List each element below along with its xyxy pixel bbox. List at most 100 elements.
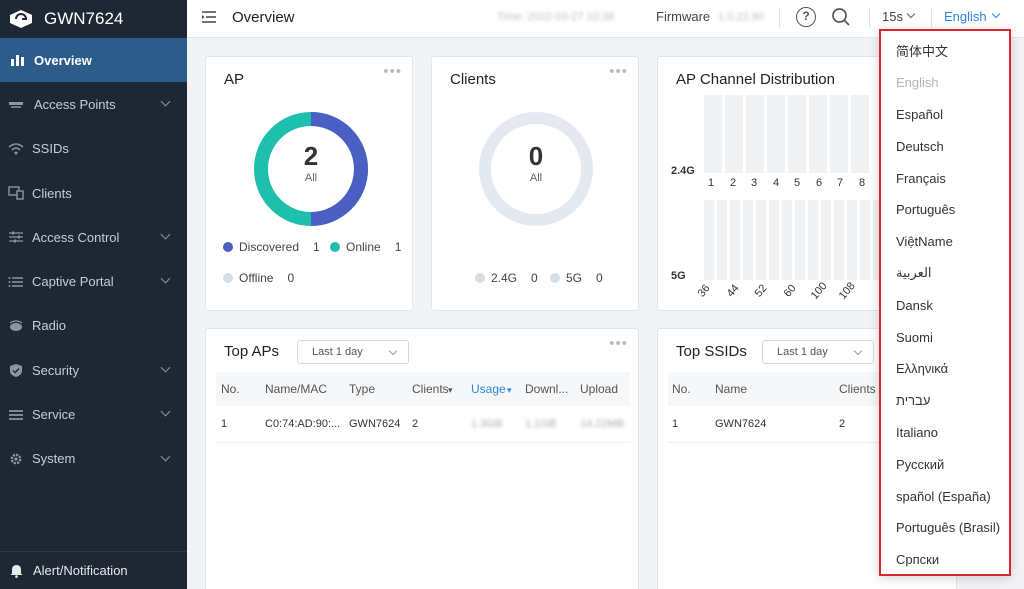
sidebar-item-label: Clients: [32, 185, 72, 201]
cell-name[interactable]: C0:74:AD:90:...: [265, 418, 341, 430]
legend-offline[interactable]: Offline 0: [223, 271, 294, 285]
language-option-es[interactable]: Español: [896, 106, 943, 122]
radio-icon: [8, 319, 24, 333]
sidebar-item-access-points[interactable]: Access Points: [0, 82, 187, 126]
language-select[interactable]: English: [944, 9, 987, 24]
language-option-pt[interactable]: Português: [896, 202, 956, 218]
chevron-down-icon: [160, 96, 171, 107]
sidebar-item-label: System: [32, 451, 76, 467]
chevron-down-icon: [388, 346, 398, 356]
sidebar-item-clients[interactable]: Clients: [0, 171, 187, 215]
top-aps-range-select[interactable]: Last 1 day: [297, 340, 409, 364]
column-header[interactable]: Upload: [580, 382, 619, 396]
language-option-vi[interactable]: ViệtName: [896, 234, 953, 250]
firmware-version: 1.0.22.90: [718, 11, 764, 23]
channel-bar: [767, 95, 785, 173]
sidebar-item-label: Access Control: [32, 229, 120, 245]
legend-label: Online: [346, 240, 381, 254]
channel-bar: [756, 200, 766, 280]
language-option-es-es[interactable]: spañol (España): [896, 488, 991, 504]
channel-bar: [821, 200, 831, 280]
chevron-down-icon: [160, 274, 171, 284]
column-header[interactable]: Name/MAC: [265, 382, 328, 396]
language-option-el[interactable]: Ελληνικά: [896, 361, 949, 377]
wifi-icon: [8, 142, 24, 156]
language-option-ru[interactable]: Русский: [896, 456, 945, 472]
language-option-sr[interactable]: Српски: [896, 552, 940, 568]
offline-dot: [223, 273, 233, 283]
sidebar-item-radio[interactable]: Radio: [0, 304, 187, 348]
band-label-2-4g: 2.4G: [671, 165, 695, 177]
table-row[interactable]: 1 C0:74:AD:90:... GWN7624 2 1.3GB 1.1GB …: [216, 407, 630, 443]
column-header[interactable]: Clients: [839, 382, 876, 396]
language-option-da[interactable]: Dansk: [896, 297, 933, 313]
legend-5g[interactable]: 5G 0: [550, 271, 603, 285]
brand[interactable]: GWN7624: [0, 0, 187, 38]
sidebar-item-security[interactable]: Security: [0, 348, 187, 392]
cell-type: GWN7624: [349, 418, 401, 430]
shield-icon: [8, 363, 24, 377]
legend-online[interactable]: Online 1: [330, 240, 401, 254]
card-title: Top SSIDs: [676, 343, 747, 360]
sidebar-item-ssids[interactable]: SSIDs: [0, 127, 187, 171]
language-option-ar[interactable]: العربية: [896, 265, 932, 281]
column-header[interactable]: Downl...: [525, 382, 569, 396]
language-option-fi[interactable]: Suomi: [896, 329, 933, 345]
channel-label: 60: [781, 282, 799, 300]
clients-donut-chart: [479, 112, 593, 226]
sidebar-item-captive-portal[interactable]: Captive Portal: [0, 259, 187, 303]
table-row[interactable]: 1 GWN7624 2: [668, 407, 948, 443]
language-option-fr[interactable]: Français: [896, 170, 946, 186]
chevron-down-icon: [906, 9, 916, 19]
channel-bars-2-4g: [704, 95, 872, 173]
clients-total: 0 All: [477, 141, 595, 184]
legend-2-4g[interactable]: 2.4G 0: [475, 271, 538, 285]
select-value: Last 1 day: [312, 346, 363, 358]
cell-usage: 1.3GB: [471, 418, 503, 430]
language-option-de[interactable]: Deutsch: [896, 138, 944, 154]
more-options-icon[interactable]: •••: [609, 335, 628, 352]
language-option-english[interactable]: English: [896, 75, 939, 91]
sidebar-item-system[interactable]: System: [0, 437, 187, 481]
search-icon[interactable]: [831, 7, 851, 30]
sidebar-item-service[interactable]: Service: [0, 392, 187, 436]
sidebar-item-access-control[interactable]: Access Control: [0, 215, 187, 259]
cell-name[interactable]: GWN7624: [715, 418, 767, 430]
channel-bar: [808, 200, 818, 280]
sort-icon: ▾: [507, 385, 512, 395]
page-title: Overview: [232, 9, 295, 26]
sidebar-item-overview[interactable]: Overview: [0, 38, 187, 83]
column-header[interactable]: Clients: [412, 382, 449, 396]
column-header[interactable]: No.: [221, 382, 240, 396]
column-header[interactable]: No.: [672, 382, 691, 396]
more-options-icon[interactable]: •••: [383, 63, 402, 80]
language-option-zh-cn[interactable]: 简体中文: [896, 44, 949, 60]
legend-discovered[interactable]: Discovered 1: [223, 240, 320, 254]
alert-notification-button[interactable]: Alert/Notification: [0, 551, 187, 589]
language-option-pt-br[interactable]: Português (Brasil): [896, 520, 1001, 536]
help-icon[interactable]: ?: [796, 7, 816, 27]
cell-no: 1: [221, 418, 228, 430]
discovered-dot: [223, 242, 233, 252]
top-ssids-range-select[interactable]: Last 1 day: [762, 340, 874, 364]
chevron-down-icon: [160, 406, 171, 417]
channel-label: 44: [724, 282, 742, 300]
channel-label: 108: [836, 280, 858, 302]
sort-icon: ▾: [448, 385, 453, 395]
grandstream-logo-icon: [10, 10, 32, 28]
column-header[interactable]: Usage: [471, 382, 506, 396]
language-dropdown-menu: 简体中文 English Español Deutsch Français Po…: [879, 29, 1011, 576]
menu-toggle-icon[interactable]: [201, 10, 217, 24]
refresh-interval-select[interactable]: 15s: [882, 9, 903, 24]
more-options-icon[interactable]: •••: [609, 63, 628, 80]
column-header[interactable]: Type: [349, 382, 376, 396]
language-option-it[interactable]: Italiano: [896, 424, 938, 440]
ap-total: 2 All: [252, 141, 370, 184]
card-title: Clients: [450, 71, 496, 88]
access-point-icon: [8, 97, 24, 111]
divider: [779, 8, 780, 28]
language-option-he[interactable]: עברית: [896, 393, 931, 409]
ap-total-label: All: [304, 172, 318, 184]
service-icon: [8, 408, 24, 422]
column-header[interactable]: Name: [715, 382, 748, 396]
